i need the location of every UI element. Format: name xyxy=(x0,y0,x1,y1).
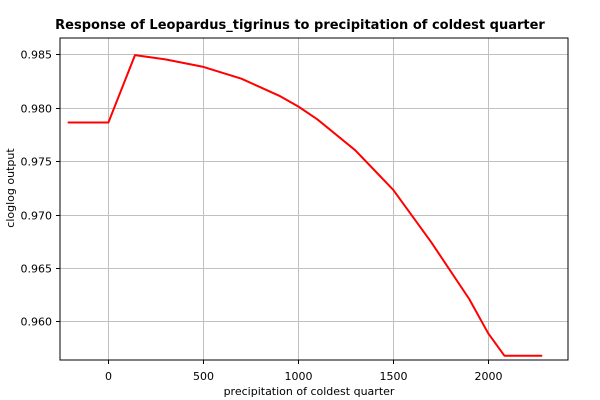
response-curve-line xyxy=(67,54,543,357)
plot-area xyxy=(59,37,569,361)
x-tick-label: 0 xyxy=(105,370,112,383)
chart-title: Response of Leopardus_tigrinus to precip… xyxy=(55,18,545,33)
y-tick-label: 0.980 xyxy=(21,103,53,116)
x-tick-label: 1000 xyxy=(285,370,313,383)
y-tick-label: 0.975 xyxy=(21,156,53,169)
y-axis-label: cloglog output xyxy=(4,148,17,228)
y-tick-label: 0.985 xyxy=(21,49,53,62)
y-tick-label: 0.965 xyxy=(21,263,53,276)
x-tick-label: 1500 xyxy=(380,370,408,383)
gridlines xyxy=(60,38,568,360)
plot-border xyxy=(59,37,569,361)
x-axis-label: precipitation of coldest quarter xyxy=(224,385,395,398)
series-layer xyxy=(67,54,543,357)
axis-ticks: 0 500 1000 1500 2000 0.960 0.965 0.970 0.975 0.98… xyxy=(21,49,503,384)
x-tick-label: 500 xyxy=(193,370,214,383)
x-tick-label: 2000 xyxy=(475,370,503,383)
y-tick-label: 0.960 xyxy=(21,316,53,329)
y-tick-label: 0.970 xyxy=(21,210,53,223)
